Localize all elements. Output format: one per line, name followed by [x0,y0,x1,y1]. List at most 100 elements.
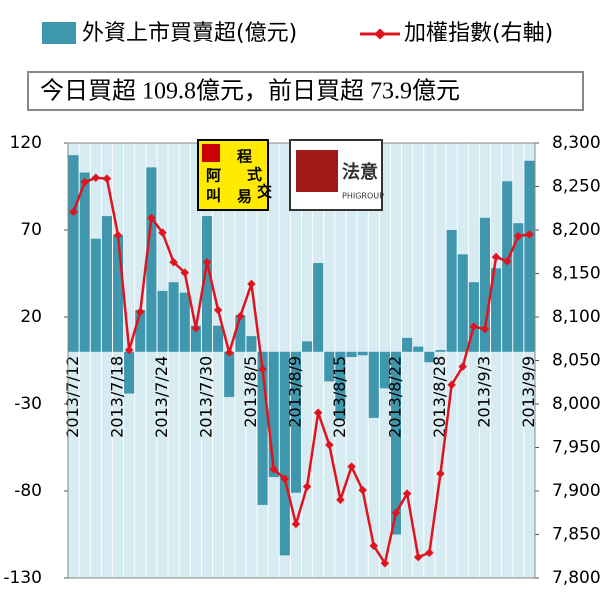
bar [124,351,135,394]
index-marker [269,465,278,474]
index-marker [247,279,256,289]
bar [368,351,379,418]
index-marker [391,508,401,517]
bar [413,346,424,352]
y2-tick-label: 8,050 [552,351,601,371]
bar [335,351,346,420]
bar [379,351,390,389]
bar [101,216,112,352]
y2-tick-label: 7,900 [552,481,601,501]
index-marker [458,362,467,371]
index-marker [414,552,423,562]
y2-tick-label: 7,950 [552,438,601,458]
index-marker [425,548,434,558]
annotation-box [27,71,584,111]
bar [168,282,179,352]
index-marker [91,173,101,183]
logo-text: 叫 [206,187,221,205]
index-marker [191,324,201,333]
bar [468,282,479,352]
y2-tick-label: 8,100 [552,307,601,327]
bar [524,160,535,352]
bar [479,217,491,352]
index-marker [480,324,490,334]
index-marker [358,485,367,495]
index-marker [169,257,178,267]
annotation: 今日買超 109.8億元，前日買超 73.9億元 [40,78,460,105]
x-tick-label: 2013/9/9 [519,356,538,428]
bar [324,351,335,382]
bar [201,216,213,352]
index-marker [369,541,379,551]
bar [457,254,468,352]
bar [435,350,446,352]
y2-tick-label: 7,800 [552,568,601,588]
bar [513,223,524,352]
bar [257,351,268,505]
index-marker [147,213,156,223]
y2-tick-label: 8,300 [552,133,601,153]
bar [135,310,146,352]
bar [357,351,368,356]
index-marker [124,345,134,355]
y2-tick-label: 7,850 [552,525,601,545]
index-marker [280,474,290,484]
logo-text: 式 [247,166,262,184]
logo-text: 法意 [342,161,378,183]
x-tick-label: 2013/9/3 [474,356,493,428]
x-tick-label: 2013/7/12 [63,356,82,438]
index-marker [80,177,89,187]
index-marker [325,440,334,450]
bar [402,337,413,352]
legend-swatch [42,22,76,44]
index-marker [291,519,301,529]
logo-icon [296,150,338,192]
y-tick-label: 70 [20,220,42,240]
y2-tick-label: 8,000 [552,394,601,414]
bar [235,315,246,352]
y-tick-label: -80 [14,481,42,501]
index-marker [302,482,312,491]
x-tick-label: 2013/8/22 [386,356,405,438]
index-marker [102,174,112,183]
index-marker [113,230,123,240]
x-tick-label: 2013/7/30 [196,356,215,438]
index-marker [213,305,223,315]
bar [179,292,190,352]
index-marker [69,207,78,216]
bar [68,155,79,352]
legend-label: 外資上市買賣超(億元) [82,21,297,46]
legend-marker [374,28,386,40]
index-marker [224,348,234,357]
index-marker [402,489,412,498]
x-tick-label: 2013/8/28 [430,356,449,438]
y-tick-label: 20 [20,307,42,327]
bar [302,341,313,352]
bar [446,230,457,352]
logo-text: PHIGROUP [342,192,384,201]
index-marker [180,268,189,277]
y2-tick-label: 8,250 [552,177,601,197]
bar [90,238,101,352]
y2-tick-label: 8,200 [552,220,601,240]
index-marker [469,322,479,331]
x-tick-label: 2013/7/18 [108,356,127,438]
index-marker [436,469,445,478]
logo-text: 阿 [206,167,221,185]
bar [313,263,324,352]
y-tick-label: -30 [14,394,42,414]
y-tick-label: 120 [10,133,42,153]
x-tick-label: 2013/7/24 [152,356,171,438]
bar [224,351,235,398]
x-tick-label: 2013/8/5 [241,356,260,428]
y-tick-label: -130 [3,568,42,588]
index-marker [136,307,145,317]
x-tick-label: 2013/8/9 [285,356,304,428]
bar [491,268,502,352]
bar [346,351,357,358]
bar [112,235,124,352]
index-marker [336,495,345,504]
bar [390,351,402,535]
bar [146,167,157,352]
legend-label: 加權指數(右軸) [404,21,553,46]
